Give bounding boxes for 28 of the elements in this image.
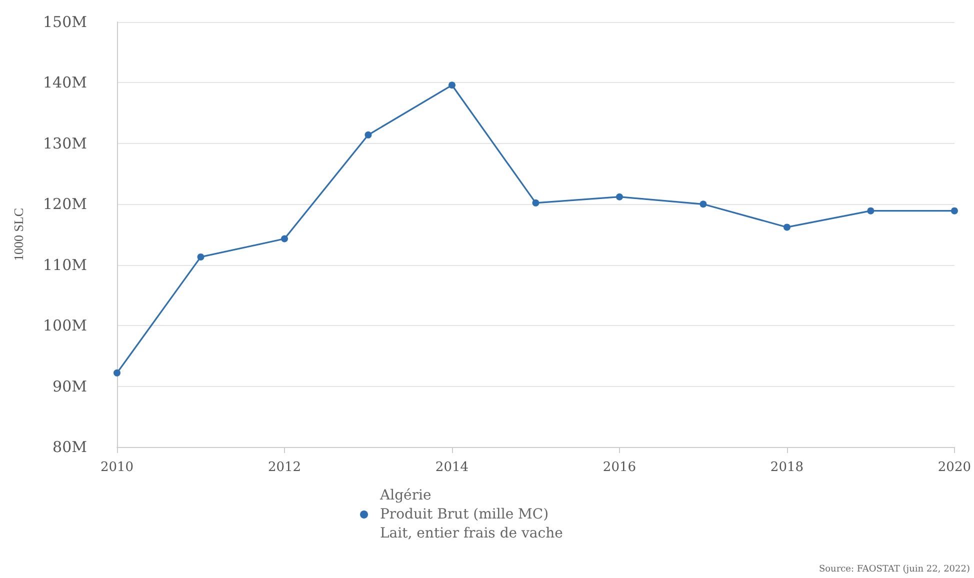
point	[114, 369, 120, 376]
y-tick-label: 80M	[52, 438, 87, 456]
y-tick-label: 140M	[43, 74, 87, 92]
point	[616, 193, 623, 200]
y-tick-label: 150M	[43, 13, 87, 31]
point	[364, 131, 372, 138]
legend-label: Algérie Produit Brut (mille MC) Lait, entier frais de vache	[379, 488, 563, 542]
y-tick-label: 90M	[52, 377, 87, 396]
y-tick-label: 110M	[43, 256, 87, 274]
y-tick-label: 130M	[43, 134, 87, 152]
point	[197, 253, 204, 260]
x-tick-label: 2010	[100, 460, 134, 475]
y-axis-title: 1000 SLC	[11, 208, 26, 262]
x-tick-label: 2018	[770, 460, 804, 475]
point	[281, 235, 288, 242]
x-tick-label: 2016	[602, 460, 636, 475]
point	[448, 82, 456, 89]
point	[950, 207, 958, 214]
point	[532, 199, 540, 206]
point	[783, 224, 790, 231]
y-tick-label: 120M	[43, 195, 87, 214]
y-tick-label: 100M	[43, 316, 87, 335]
point	[700, 200, 707, 208]
x-tick-label: 2012	[268, 460, 302, 475]
x-tick-label: 2020	[938, 460, 972, 475]
x-tick-label: 2014	[435, 460, 469, 475]
source-note: Source: FAOSTAT (juin 22, 2022)	[818, 564, 970, 574]
point	[867, 207, 874, 214]
